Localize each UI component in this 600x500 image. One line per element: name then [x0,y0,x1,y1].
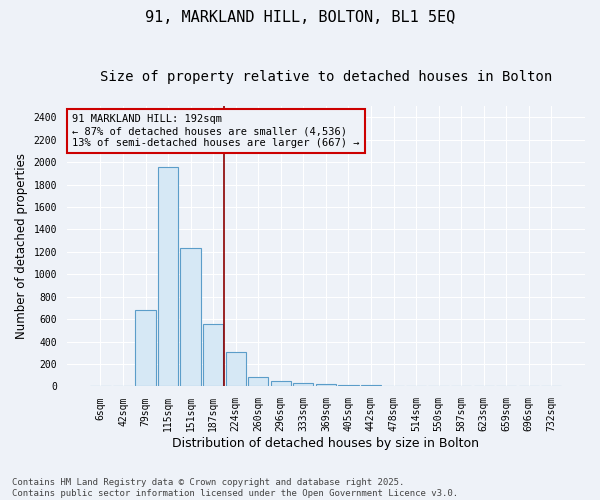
Text: 91 MARKLAND HILL: 192sqm
← 87% of detached houses are smaller (4,536)
13% of sem: 91 MARKLAND HILL: 192sqm ← 87% of detach… [72,114,359,148]
Text: 91, MARKLAND HILL, BOLTON, BL1 5EQ: 91, MARKLAND HILL, BOLTON, BL1 5EQ [145,10,455,25]
Text: Contains HM Land Registry data © Crown copyright and database right 2025.
Contai: Contains HM Land Registry data © Crown c… [12,478,458,498]
Bar [248,376,268,386]
Bar [158,166,178,386]
Y-axis label: Number of detached properties: Number of detached properties [15,153,28,339]
Bar [203,324,223,386]
Bar [136,310,156,386]
X-axis label: Distribution of detached houses by size in Bolton: Distribution of detached houses by size … [172,437,479,450]
Bar [338,385,359,386]
Bar [181,248,201,386]
Bar [271,382,291,386]
Bar [293,383,313,386]
Title: Size of property relative to detached houses in Bolton: Size of property relative to detached ho… [100,70,552,84]
Bar [226,352,246,386]
Bar [316,384,336,386]
